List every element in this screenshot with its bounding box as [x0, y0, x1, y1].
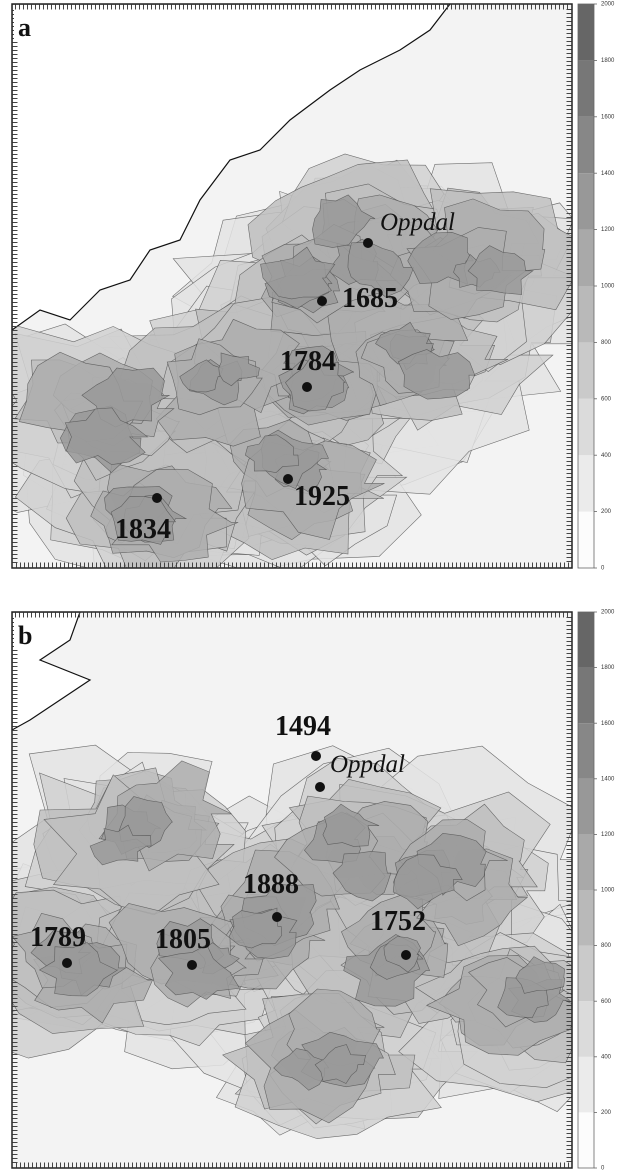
colorbar-band: [578, 1001, 594, 1057]
colorbar-tick-label: 800: [601, 943, 612, 949]
colorbar-band: [578, 455, 594, 512]
terrain-contour: [312, 194, 376, 248]
location-label: Oppdal: [330, 751, 405, 778]
colorbar-band: [578, 116, 594, 174]
colorbar-band: [578, 60, 594, 117]
colorbar-tick-label: 400: [601, 1054, 612, 1060]
map-panel: [12, 612, 572, 1168]
colorbar-band: [578, 778, 594, 835]
colorbar-tick-label: 0: [601, 1166, 605, 1171]
colorbar-tick-label: 2000: [601, 2, 615, 8]
panel-label-bg: [14, 618, 38, 648]
colorbar-tick-label: 2000: [601, 610, 615, 616]
location-dot: [363, 238, 373, 248]
colorbar-tick-label: 0: [601, 566, 605, 572]
colorbar-band: [578, 511, 594, 568]
colorbar-band: [578, 1112, 594, 1168]
terrain-contour: [260, 246, 336, 300]
map-frame-ticks: [12, 612, 572, 1168]
colorbar-tick-label: 1200: [601, 832, 615, 838]
location-label: 1685: [342, 283, 398, 314]
colorbar-band: [578, 1056, 594, 1113]
location-label: 1925: [294, 481, 350, 512]
colorbar-band: [578, 229, 594, 286]
location-label: 1834: [115, 514, 171, 545]
colorbar-tick-label: 1600: [601, 114, 615, 120]
location-dot: [311, 751, 321, 761]
terrain-contour: [322, 803, 380, 847]
colorbar-band: [578, 612, 594, 668]
colorbar-band: [578, 4, 594, 61]
colorbar-tick-label: 1000: [601, 888, 615, 894]
location-dot: [187, 960, 197, 970]
colorbar-tick-label: 1600: [601, 721, 615, 727]
colorbar-band: [578, 398, 594, 456]
map-frame: [11, 611, 573, 1169]
terrain-contour: [285, 357, 346, 412]
colorbar-tick-label: 200: [601, 509, 612, 515]
colorbar-tick-label: 1400: [601, 171, 615, 177]
location-dot: [302, 382, 312, 392]
location-dot: [401, 950, 411, 960]
location-label: 1752: [370, 906, 426, 937]
location-dot: [283, 474, 293, 484]
colorbar-band: [578, 173, 594, 230]
colorbar-tick-label: 1200: [601, 227, 615, 233]
location-dot: [62, 958, 72, 968]
terrain-contour: [273, 1048, 330, 1091]
location-label: 1805: [155, 924, 211, 955]
terrain-contour: [347, 242, 415, 298]
terrain-contour: [244, 434, 300, 474]
terrain-contour: [38, 942, 119, 997]
colorbar-tick-label: 1800: [601, 58, 615, 64]
terrain-contour: [157, 944, 241, 1000]
colorbar-tick-label: 600: [601, 999, 612, 1005]
location-label: 1494: [275, 711, 331, 742]
terrain-contour: [110, 496, 177, 545]
colorbar-tick-label: 800: [601, 340, 612, 346]
colorbar-band: [578, 667, 594, 724]
map-panel: [12, 4, 572, 568]
terrain-contour: [218, 352, 260, 387]
panel-label-bg: [14, 10, 38, 40]
terrain-contour: [392, 854, 463, 910]
colorbar-tick-label: 1800: [601, 665, 615, 671]
terrain-contour: [89, 824, 152, 866]
terrain-contour: [397, 349, 476, 400]
location-label: 1888: [243, 869, 299, 900]
terrain-contour: [314, 1044, 366, 1084]
location-dot: [315, 782, 325, 792]
map-frame: [11, 3, 573, 569]
colorbar-band: [578, 286, 594, 343]
colorbar-tick-label: 600: [601, 396, 612, 402]
location-label: 1784: [280, 346, 336, 377]
terrain-contour: [179, 359, 224, 393]
colorbar-tick-label: 200: [601, 1110, 612, 1116]
location-dot: [317, 296, 327, 306]
colorbar-tick-label: 1400: [601, 776, 615, 782]
location-label: Oppdal: [380, 209, 455, 236]
colorbar-tick-label: 1000: [601, 284, 615, 290]
coastline: [12, 4, 451, 331]
colorbar-tick-label: 400: [601, 453, 612, 459]
location-dot: [272, 912, 282, 922]
colorbar-band: [578, 945, 594, 1002]
location-label: 1789: [30, 922, 86, 953]
terrain-contour: [515, 956, 566, 994]
colorbar-band: [578, 723, 594, 779]
terrain-contour: [332, 851, 392, 902]
panel-label: b: [18, 621, 32, 650]
terrain-contour: [467, 245, 534, 295]
colorbar-band: [578, 834, 594, 890]
location-dot: [152, 493, 162, 503]
colorbar-band: [578, 890, 594, 946]
colorbar-band: [578, 342, 594, 399]
terrain-contour: [64, 407, 149, 466]
map-frame-ticks: [12, 4, 572, 568]
panel-label: a: [18, 13, 31, 42]
